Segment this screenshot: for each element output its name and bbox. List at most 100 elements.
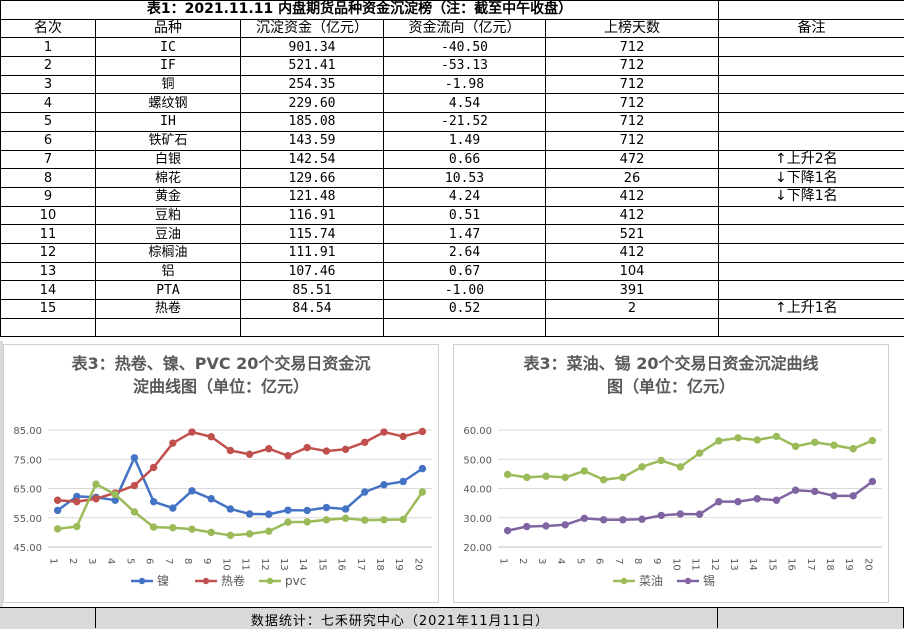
data-point [227,532,233,538]
data-point [831,442,837,448]
cell-rank: 14 [1,281,96,300]
header-flow: 资金流向（亿元） [384,19,546,38]
cell-capital: 116.91 [241,206,384,225]
x-tick-label: 19 [393,558,404,571]
data-point [754,496,760,502]
x-tick-label: 18 [374,558,385,571]
cell-name: IC [96,38,241,57]
cell-days: 712 [546,57,719,76]
cell-capital: 111.91 [241,243,384,262]
data-point [792,487,798,493]
data-point [600,477,606,483]
cell-note [719,225,904,244]
x-tick-label: 1 [498,558,509,564]
table-title-row: 表1：2021.11.11 内盘期货品种资金沉淀榜（注：截至中午收盘） [1,1,904,20]
data-point [170,524,176,530]
x-tick-label: 7 [163,558,174,564]
cell-empty [1,318,96,337]
chart-title: 表3：菜油、锡 20个交易日资金沉淀曲线 [523,354,819,373]
x-tick-label: 1 [48,558,59,564]
data-point [850,493,856,499]
data-point [323,517,329,523]
cell-days: 2 [546,300,719,319]
cell-capital: 521.41 [241,57,384,76]
cell-name: 豆油 [96,225,241,244]
data-point [54,507,60,513]
cell-flow: -1.00 [384,281,546,300]
cell-note: ↓下降1名 [719,169,904,188]
data-point [131,482,137,488]
data-point [677,511,683,517]
cell-capital: 84.54 [241,300,384,319]
cell-rank: 1 [1,38,96,57]
cell-name: IH [96,113,241,132]
data-point [792,443,798,449]
x-tick-label: 5 [574,558,585,564]
data-point [150,498,156,504]
cell-flow: 1.49 [384,131,546,150]
cell-name: 豆粕 [96,206,241,225]
data-point [562,474,568,480]
y-tick-label: 75.00 [13,455,42,466]
cell-days: 26 [546,169,719,188]
cell-empty [241,318,384,337]
cell-days: 104 [546,262,719,281]
data-point [658,457,664,463]
data-point [677,464,683,470]
cell-capital: 121.48 [241,187,384,206]
data-point [504,471,510,477]
data-point [419,428,425,434]
data-point [400,433,406,439]
x-tick-label: 13 [728,558,739,571]
x-tick-label: 11 [690,558,701,571]
cell-name: 白银 [96,150,241,169]
y-tick-label: 20.00 [463,543,492,554]
data-point [170,505,176,511]
data-point [754,437,760,443]
data-point [93,496,99,502]
cell-days: 712 [546,38,719,57]
data-point [246,451,252,457]
data-point [208,529,214,535]
cell-note [719,243,904,262]
data-point [150,524,156,530]
x-tick-label: 14 [747,558,758,571]
cell-flow: 0.51 [384,206,546,225]
data-point [581,515,587,521]
cell-name: IF [96,57,241,76]
cell-rank: 5 [1,113,96,132]
x-tick-label: 20 [412,558,423,571]
cell-rank: 15 [1,300,96,319]
y-tick-label: 40.00 [463,485,492,496]
data-point [381,517,387,523]
x-tick-label: 15 [766,558,777,571]
cell-rank: 8 [1,169,96,188]
data-point [74,498,80,504]
data-point [773,497,779,503]
cell-flow: 0.66 [384,150,546,169]
cell-note [719,75,904,94]
cell-capital: 85.51 [241,281,384,300]
data-point [93,481,99,487]
data-point [716,438,722,444]
data-point [400,516,406,522]
x-tick-label: 6 [144,558,155,564]
legend-marker [685,578,691,584]
x-tick-label: 12 [709,558,720,571]
legend-label: pvc [285,574,306,588]
cell-name: 螺纹钢 [96,94,241,113]
cell-days: 712 [546,75,719,94]
cell-empty [546,318,719,337]
x-tick-label: 4 [555,558,566,564]
cell-rank: 6 [1,131,96,150]
data-point [581,468,587,474]
cell-note: ↑上升2名 [719,150,904,169]
x-tick-label: 5 [124,558,135,564]
table-title-spacer [719,1,904,20]
x-tick-label: 12 [259,558,270,571]
